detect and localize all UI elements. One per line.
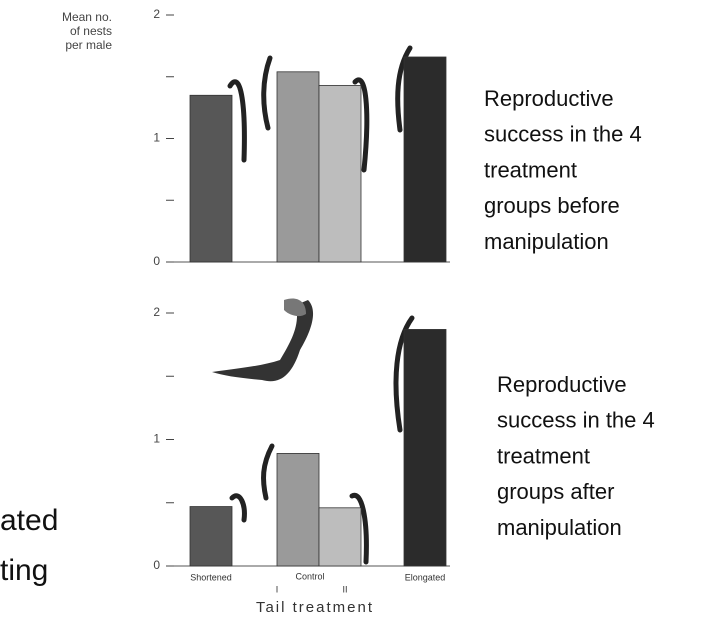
bar xyxy=(404,57,446,262)
y-tick-label: 1 xyxy=(153,131,160,145)
y-tick-label: 2 xyxy=(153,305,160,319)
annotation: success in the 4 xyxy=(497,408,655,433)
bar xyxy=(277,72,319,262)
y-axis-label: of nests xyxy=(70,24,112,38)
bird-drawing xyxy=(212,299,313,382)
slide-text-fragment: ting xyxy=(0,554,48,587)
y-axis-label: Mean no. xyxy=(62,10,112,24)
bar xyxy=(190,95,232,262)
group-label: Control xyxy=(295,571,324,581)
annotation: groups after xyxy=(497,479,614,504)
bar xyxy=(319,508,361,566)
annotation: success in the 4 xyxy=(484,122,642,147)
bar xyxy=(319,85,361,262)
annotation: groups before xyxy=(484,193,620,218)
x-tick-label: I xyxy=(276,584,279,594)
annotation: treatment xyxy=(497,443,590,468)
annotation: Reproductive xyxy=(484,86,614,111)
y-axis-label: per male xyxy=(65,38,112,52)
y-tick-label: 0 xyxy=(153,558,160,572)
bar xyxy=(190,507,232,566)
y-tick-label: 1 xyxy=(153,432,160,446)
slide-text-fragment: ated xyxy=(0,504,58,537)
annotation: manipulation xyxy=(484,229,609,254)
slide: 0 1 2 Mean no.of nestsper male Reproductive s… xyxy=(0,0,715,623)
annotation: manipulation xyxy=(497,515,622,540)
x-tick-label: Shortened xyxy=(190,572,232,582)
annotation: treatment xyxy=(484,157,577,182)
x-tick-label: Elongated xyxy=(405,572,446,582)
y-tick-label: 0 xyxy=(153,254,160,268)
x-axis-label: Tail treatment xyxy=(256,599,374,616)
annotation: Reproductive xyxy=(497,372,627,397)
y-tick-label: 2 xyxy=(153,7,160,21)
bar xyxy=(277,453,319,566)
x-tick-label: II xyxy=(342,584,347,594)
bar xyxy=(404,329,446,566)
